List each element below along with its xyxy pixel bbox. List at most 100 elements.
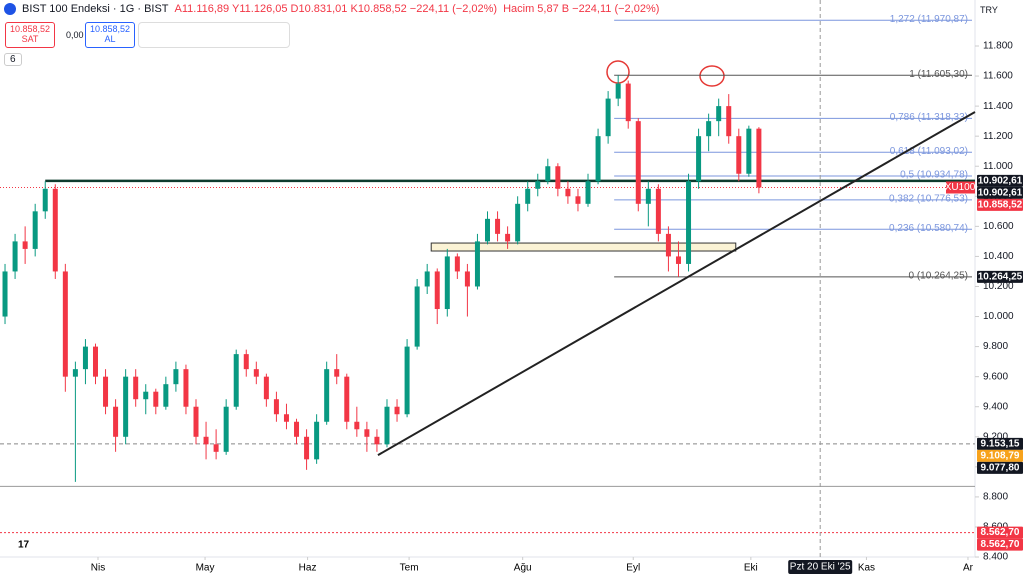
candle-body xyxy=(52,188,58,272)
fib-label: 0,618 (11.093,02) xyxy=(890,146,968,157)
candle-body xyxy=(163,384,169,407)
candle-body xyxy=(273,399,279,415)
buy-button[interactable]: 10.858,52 AL xyxy=(85,22,136,48)
candle-body xyxy=(183,369,189,407)
y-tick-label: 11.400 xyxy=(983,101,1013,112)
candle-body xyxy=(374,436,380,445)
candle-body xyxy=(263,376,269,400)
candle-body xyxy=(515,203,521,242)
y-tick-label: 9.800 xyxy=(983,341,1008,352)
buy-price: 10.858,52 xyxy=(90,24,131,34)
candle-body xyxy=(92,346,98,377)
y-tick-label: 10.400 xyxy=(983,251,1014,262)
y-tick-label: 11.800 xyxy=(983,41,1013,52)
x-tick-label: Eki xyxy=(744,563,758,574)
price-tag-label: 9.153,15 xyxy=(981,438,1020,449)
candle-body xyxy=(193,406,199,437)
candle-body xyxy=(485,218,490,242)
candle-body xyxy=(464,271,470,287)
symbol-tag xyxy=(946,181,975,194)
candle-body xyxy=(505,233,511,242)
price-tag xyxy=(977,538,1023,551)
buy-label: AL xyxy=(104,34,116,44)
candle-body xyxy=(746,128,752,174)
price-tag xyxy=(977,186,1023,199)
candle-body xyxy=(454,256,460,272)
price-tag-label: 8.562,70 xyxy=(981,539,1020,550)
candle-body xyxy=(334,369,340,377)
support-zone xyxy=(430,242,737,252)
candle-body xyxy=(304,436,310,460)
x-tick-label: May xyxy=(196,563,215,574)
candle-body xyxy=(706,121,712,137)
x-tick-label: Tem xyxy=(400,563,419,574)
candle-body xyxy=(595,136,601,182)
y-tick-label: 9.400 xyxy=(983,401,1008,412)
candle-body xyxy=(283,414,289,422)
fib-label: 0,382 (10.776,53) xyxy=(889,193,968,204)
candle-body xyxy=(72,369,78,377)
candle-body xyxy=(645,188,651,204)
drawing-toolbar[interactable] xyxy=(138,22,290,48)
candle-body xyxy=(62,271,68,377)
candle-body xyxy=(314,421,320,460)
candle-body xyxy=(42,188,48,212)
candle-body xyxy=(474,241,480,287)
candle-body xyxy=(103,376,109,407)
y-tick-label: 11.200 xyxy=(983,131,1013,142)
price-tag xyxy=(977,437,1023,450)
price-tag-label: 8.562,70 xyxy=(981,527,1020,538)
candle-body xyxy=(113,406,119,437)
price-tag-label: 9.108,79 xyxy=(981,450,1020,461)
tv-logo: 17 xyxy=(18,540,30,551)
annotation-circle xyxy=(699,65,725,87)
candle-body xyxy=(213,444,219,452)
candle-body xyxy=(354,421,360,430)
candle-body xyxy=(756,128,762,188)
sell-button[interactable]: 10.858,52 SAT xyxy=(5,22,56,48)
x-tick-label: Ar xyxy=(963,563,974,574)
x-tick-label: Ağu xyxy=(514,563,532,574)
candle-body xyxy=(2,271,8,317)
candle-body xyxy=(434,271,440,310)
fib-label: 1,272 (11.970,87) xyxy=(890,14,968,25)
trend-line xyxy=(377,111,976,456)
x-tick-label: Kas xyxy=(858,563,875,574)
candle-body xyxy=(726,106,732,137)
candle-body xyxy=(22,241,28,249)
candle-body xyxy=(133,376,139,400)
candle-body xyxy=(525,188,531,204)
y-tick-label: 11.600 xyxy=(983,71,1013,82)
y-tick-label: 9.600 xyxy=(983,371,1008,382)
price-tag xyxy=(977,270,1023,283)
symbol-tag-label: XU100 xyxy=(945,182,976,193)
fib-label: 0 (10.264,25) xyxy=(909,270,969,281)
candle-body xyxy=(655,188,661,234)
candle-body xyxy=(665,233,671,257)
candle-body xyxy=(203,436,209,445)
candle-body xyxy=(153,391,159,407)
price-tag-label: 10.858,52 xyxy=(978,200,1023,211)
spread: 0,00 xyxy=(66,30,84,40)
ohlc: A11.116,89 Y11.126,05 D10.831,01 K10.858… xyxy=(174,3,498,15)
candle-body xyxy=(495,218,501,234)
candle-body xyxy=(243,354,249,370)
currency[interactable]: TRY xyxy=(980,5,998,15)
candle-body xyxy=(696,136,702,182)
candle-body xyxy=(575,196,581,204)
price-tag-label: 10.902,61 xyxy=(978,176,1023,187)
price-tag xyxy=(977,461,1023,474)
indicator-count[interactable]: 6 xyxy=(4,53,22,66)
header: BIST 100 Endeksi · 1G · BIST A11.116,89 Y… xyxy=(0,0,659,18)
candle-body xyxy=(635,121,641,204)
candle-body xyxy=(404,346,410,415)
candle-body xyxy=(394,406,400,415)
cursor-tag xyxy=(788,560,853,574)
candle-body xyxy=(585,181,591,204)
y-tick-label: 11.000 xyxy=(983,161,1013,172)
price-tag-label: 10.902,61 xyxy=(978,188,1023,199)
symbol: BIST 100 Endeksi · 1G · BIST xyxy=(22,3,169,15)
y-tick-label: 10.600 xyxy=(983,221,1014,232)
x-tick-label: Eyl xyxy=(626,563,640,574)
